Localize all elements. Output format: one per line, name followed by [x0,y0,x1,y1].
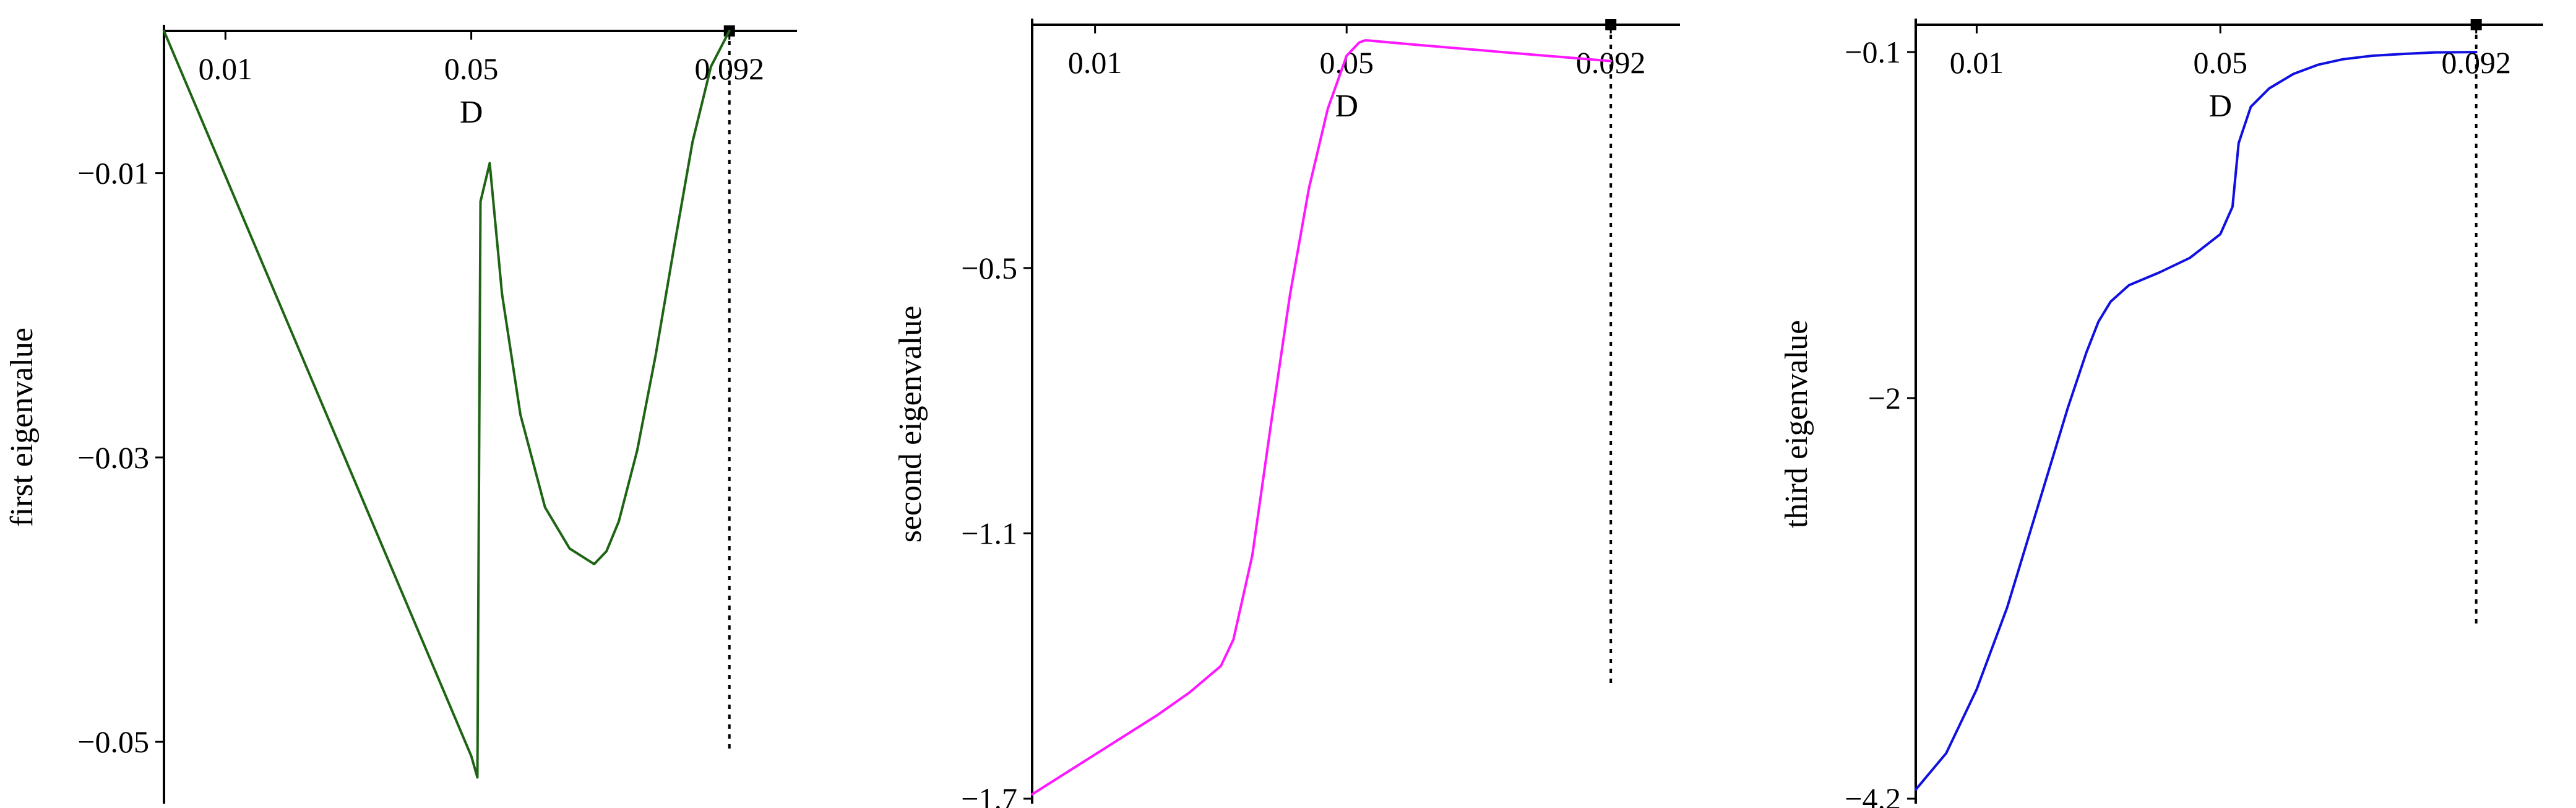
y-tick-label: −4.2 [1845,781,1901,808]
chart-first-eigenvalue: 0.01 0.05 0.092 D −0.01 −0.03 −0.05 first eigen… [4,25,797,804]
y-tick-label: −0.03 [77,440,149,475]
x-tick-label: 0.05 [1320,45,1374,80]
y-axis-title: second eigenvalue [893,306,928,543]
x-axis-title: D [460,95,483,130]
y-tick-label: −0.1 [1845,35,1901,69]
y-tick-label: −1.1 [961,516,1017,550]
marker-point [1605,19,1617,30]
x-tick-label: 0.01 [199,51,253,86]
y-axis-title: first eigenvalue [4,328,40,527]
x-tick-label: 0.01 [1068,45,1122,80]
x-axis-title: D [1335,89,1358,124]
series-line [163,30,731,779]
x-tick-label: 0.092 [1576,45,1646,80]
y-tick-label: −0.01 [77,156,149,191]
marker-point [2470,19,2482,30]
x-tick-label: 0.05 [444,51,499,86]
y-tick-label: −1.7 [961,781,1017,808]
y-tick-label: −0.05 [77,724,149,759]
y-tick-label: −0.5 [961,251,1017,285]
y-tick-label: −2 [1868,381,1901,415]
x-tick-label: 0.05 [2193,45,2247,80]
x-axis-title: D [2208,89,2232,124]
series-line [1915,51,2478,791]
chart-second-eigenvalue: 0.01 0.05 0.092 D −0.5 −1.1 −1.7 second eigenva… [893,19,1680,808]
x-tick-label: 0.092 [694,51,764,86]
series-line [1031,39,1613,796]
x-tick-label: 0.01 [1950,45,2004,80]
y-axis-title: third eigenvalue [1779,320,1814,528]
